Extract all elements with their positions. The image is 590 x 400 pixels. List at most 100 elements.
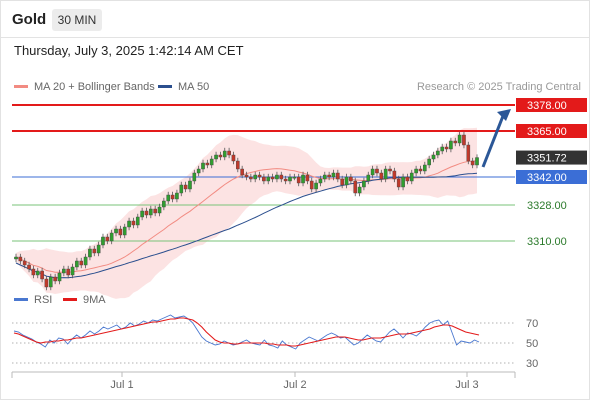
- forecast-arrow: [481, 115, 505, 168]
- candle-body: [135, 216, 140, 226]
- current-price-label-bg: [516, 150, 587, 165]
- candle-body: [401, 176, 405, 188]
- candle-body: [79, 260, 84, 266]
- level-label-3328: 3328.00: [527, 200, 567, 212]
- candle-body: [205, 162, 210, 166]
- candle-body: [270, 176, 275, 180]
- candle-body: [466, 144, 471, 162]
- legend-label: MA 20 + Bollinger Bands: [34, 81, 155, 93]
- candle-body: [96, 244, 101, 254]
- candle-body: [153, 208, 157, 214]
- legend-label: 9MA: [83, 294, 106, 306]
- candle-body: [214, 154, 218, 160]
- legend-swatch: [14, 84, 28, 88]
- candle-body: [305, 174, 310, 182]
- candle-body: [349, 176, 353, 182]
- candle-body: [396, 178, 401, 188]
- candle-body: [275, 174, 279, 180]
- candle-body: [183, 184, 188, 190]
- candle-body: [444, 146, 449, 150]
- candle-body: [101, 236, 105, 246]
- candle-body: [170, 194, 175, 200]
- candle-body: [257, 174, 262, 178]
- candle-body: [44, 278, 49, 288]
- legend-label: RSI: [34, 294, 53, 306]
- candle-body: [314, 182, 318, 190]
- candle-body: [370, 168, 375, 176]
- candle-body: [440, 146, 445, 152]
- legend-item-rsi-ma: 9MA: [63, 294, 106, 306]
- candle-body: [40, 270, 44, 280]
- rsi-level-label: 30: [526, 358, 538, 370]
- candle-body: [83, 256, 88, 266]
- level-label-3365-bg: [516, 124, 587, 138]
- candle-body: [475, 157, 479, 166]
- candle-body: [362, 180, 366, 188]
- forecast-arrowhead: [497, 109, 511, 121]
- candle-body: [283, 178, 288, 182]
- candle-body: [122, 226, 127, 236]
- level-label-3342: 3342.00: [527, 172, 567, 184]
- candle-body: [209, 158, 214, 166]
- candle-body: [53, 276, 57, 282]
- candle-body: [157, 206, 162, 214]
- candle-body: [318, 178, 323, 184]
- candle-body: [188, 180, 192, 190]
- timeframe-button[interactable]: 30 MIN: [52, 9, 102, 31]
- candle-body: [418, 168, 423, 172]
- candle-body: [409, 172, 414, 182]
- candle-body: [27, 264, 31, 270]
- candle-body: [144, 210, 149, 216]
- symbol-title: Gold: [12, 11, 47, 28]
- candle-body: [436, 150, 440, 156]
- candle-body: [127, 220, 131, 228]
- candle-body: [449, 140, 453, 150]
- candle-body: [392, 170, 397, 180]
- candle-body: [388, 168, 392, 172]
- timestamp: Thursday, July 3, 2025 1:42:14 AM CET: [14, 43, 244, 58]
- legend-item-rsi: RSI: [14, 294, 52, 306]
- candle-body: [279, 174, 284, 180]
- bollinger-band: [16, 127, 477, 299]
- candle-body: [331, 172, 336, 178]
- candle-body: [75, 260, 79, 268]
- rsi-level-label: 50: [526, 338, 538, 350]
- candle-body: [162, 200, 166, 208]
- candle-body: [309, 180, 314, 190]
- level-label-3342-bg: [516, 170, 587, 184]
- candle-body: [427, 158, 431, 166]
- candle-body: [92, 248, 97, 254]
- candle-body: [336, 172, 340, 180]
- candle-body: [222, 150, 227, 158]
- legend-label: MA 50: [178, 81, 210, 93]
- rsi-line: [13, 314, 480, 350]
- candle-body: [31, 268, 36, 276]
- legend-swatch: [63, 297, 77, 301]
- candle-body: [240, 168, 244, 176]
- candle-body: [301, 174, 305, 184]
- candle-body: [179, 184, 184, 194]
- candle-body: [57, 272, 62, 282]
- candle-body: [253, 174, 257, 180]
- ma50-line: [15, 172, 478, 279]
- rsi-ma-line: [13, 317, 480, 347]
- chart-header: Gold 30 MIN: [1, 1, 589, 38]
- candle-body: [431, 154, 436, 160]
- candle-body: [196, 168, 201, 174]
- candle-body: [296, 176, 301, 184]
- candle-body: [414, 168, 418, 174]
- candle-body: [70, 266, 75, 276]
- candle-body: [405, 176, 410, 182]
- level-label-3365: 3365.00: [527, 126, 567, 138]
- candle-body: [48, 276, 53, 288]
- candle-body: [453, 140, 458, 144]
- candle-body: [288, 176, 292, 182]
- candle-body: [118, 228, 123, 236]
- legend-swatch: [14, 297, 28, 301]
- level-label-3378: 3378.00: [527, 100, 567, 112]
- candle-body: [457, 134, 462, 144]
- candle-body: [149, 208, 153, 216]
- candle-body: [88, 248, 92, 258]
- candle-body: [109, 232, 114, 242]
